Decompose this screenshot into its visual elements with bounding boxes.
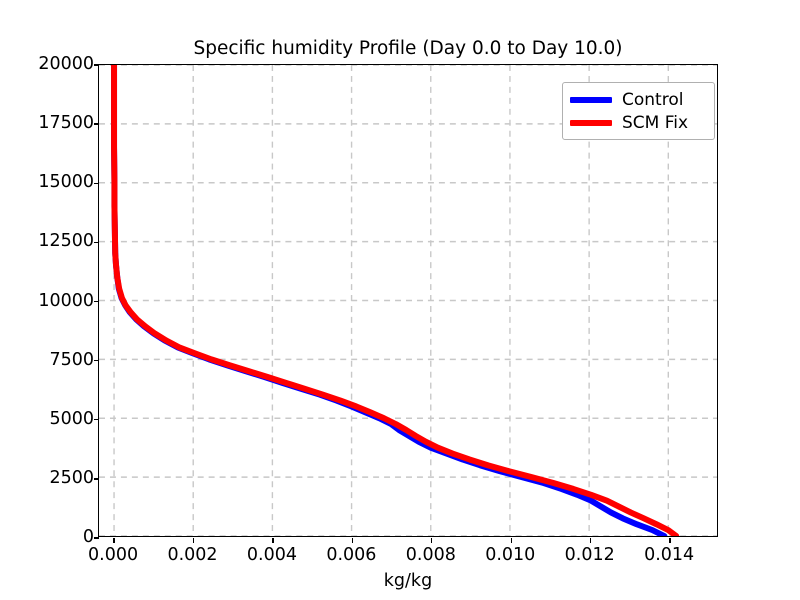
y-tick-mark xyxy=(94,359,99,362)
legend[interactable]: Control SCM Fix xyxy=(562,82,715,140)
data-curves xyxy=(111,65,680,536)
x-tick-label: 0.000 xyxy=(88,545,139,565)
y-tick-mark xyxy=(94,182,99,184)
legend-label: SCM Fix xyxy=(622,112,689,133)
grid-lines xyxy=(99,65,717,536)
y-tick-label: 20000 xyxy=(38,54,94,74)
legend-label: Control xyxy=(622,89,684,110)
y-tick-mark xyxy=(94,64,99,66)
series-line xyxy=(111,65,680,536)
y-tick-mark xyxy=(94,123,99,125)
x-tick-label: 0.006 xyxy=(326,545,377,565)
y-tick-label: 0 xyxy=(82,527,94,547)
x-tick-mark xyxy=(272,538,274,543)
x-axis-label: kg/kg xyxy=(383,571,433,591)
y-tick-mark xyxy=(94,478,99,480)
y-tick-label: 15000 xyxy=(38,172,94,193)
x-tick-mark xyxy=(669,538,671,543)
legend-color-swatch xyxy=(570,119,612,126)
y-tick-mark xyxy=(94,241,99,244)
x-tick-mark xyxy=(113,538,115,543)
y-tick-label: 10000 xyxy=(38,290,94,311)
plot-area xyxy=(94,64,718,543)
y-tick-label: 5000 xyxy=(49,408,94,429)
y-tick-label: 12500 xyxy=(38,231,94,252)
x-tick-mark xyxy=(590,538,592,543)
x-tick-label: 0.002 xyxy=(167,545,218,565)
y-tick-mark xyxy=(94,419,99,421)
chart-title: Specific humidity Profile (Day 0.0 to Da… xyxy=(193,38,623,59)
y-tick-mark xyxy=(94,300,99,303)
y-tick-label: 17500 xyxy=(38,113,94,134)
y-tick-mark xyxy=(94,537,99,539)
x-tick-label: 0.010 xyxy=(485,545,536,565)
x-tick-label: 0.012 xyxy=(564,545,615,565)
legend-item[interactable]: SCM Fix xyxy=(570,111,707,134)
y-tick-label: 2500 xyxy=(49,467,94,488)
x-tick-mark xyxy=(431,538,433,543)
legend-item[interactable]: Control xyxy=(570,88,707,111)
y-tick-label: 7500 xyxy=(49,349,94,370)
x-tick-mark xyxy=(510,538,512,543)
x-tick-mark xyxy=(351,538,354,543)
x-tick-label: 0.014 xyxy=(644,545,695,565)
x-tick-mark xyxy=(192,538,195,543)
x-tick-label: 0.004 xyxy=(246,545,298,565)
legend-color-swatch xyxy=(570,96,612,103)
x-tick-label: 0.008 xyxy=(405,545,456,565)
